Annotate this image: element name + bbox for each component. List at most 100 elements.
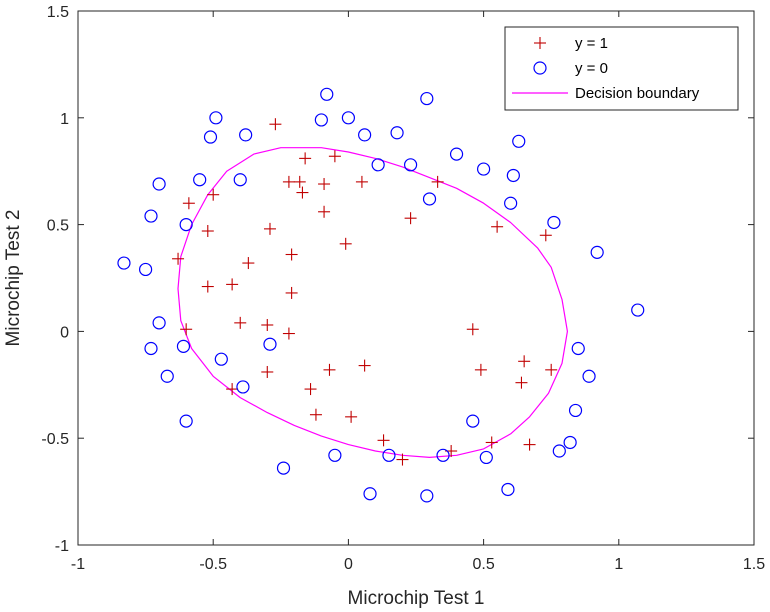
x-tick-label: 0	[344, 556, 353, 573]
legend-entry-label: Decision boundary	[575, 85, 700, 102]
positive-point	[377, 434, 390, 447]
negative-point	[139, 262, 153, 277]
positive-point	[201, 225, 214, 238]
negative-point	[209, 111, 223, 125]
positive-point	[404, 212, 417, 225]
negative-point	[239, 128, 253, 142]
positive-point	[226, 383, 239, 396]
negative-point	[390, 126, 404, 140]
positive-point	[345, 410, 358, 423]
y-axis-label: Microchip Test 2	[3, 210, 24, 347]
y-tick-label: 0	[60, 324, 69, 341]
legend-marker-plus	[534, 37, 546, 49]
negative-point	[422, 192, 437, 206]
negative-point	[477, 162, 491, 176]
negative-point	[203, 130, 218, 144]
negative-point	[512, 134, 526, 148]
negative-point	[363, 487, 377, 501]
legend-box	[504, 26, 739, 111]
negative-point	[479, 450, 493, 465]
negative-point	[176, 339, 191, 353]
positive-point	[304, 383, 317, 396]
x-tick-label: 0.5	[472, 556, 494, 573]
positive-point	[282, 327, 295, 340]
x-tick-label: 1	[614, 556, 623, 573]
negative-point	[420, 91, 434, 106]
plot-frame	[77, 10, 755, 546]
positive-point	[396, 453, 409, 466]
positive-point	[545, 363, 558, 376]
positive-point	[318, 178, 331, 191]
positive-point	[261, 365, 274, 378]
negative-point	[501, 482, 515, 497]
positive-point	[515, 376, 528, 389]
negative-point	[403, 158, 418, 172]
negative-point	[568, 403, 583, 418]
positive-point	[355, 175, 368, 188]
negative-point	[582, 369, 596, 383]
negative-point	[571, 341, 585, 356]
negative-point	[144, 209, 158, 223]
axis-ticks: -1 -0.5 0 0.5 1 1.5 -1 -0.5 0 0.5 1 1.5	[41, 4, 765, 573]
negative-point	[420, 489, 434, 503]
y-tick-label: -0.5	[41, 431, 69, 448]
y-tick-label: -1	[55, 538, 69, 555]
decision-boundary-line	[177, 147, 568, 458]
positive-point	[182, 197, 195, 210]
negative-point	[552, 444, 566, 458]
positive-point	[242, 257, 255, 270]
positive-point	[539, 229, 552, 242]
negative-point	[341, 111, 355, 125]
positive-point	[431, 175, 444, 188]
legend: y = 1 y = 0 Decision boundary	[504, 26, 739, 111]
positive-point	[518, 355, 531, 368]
y-tick-label: 1.5	[47, 4, 69, 21]
positive-point	[226, 278, 239, 291]
positive-point	[474, 363, 487, 376]
x-tick-label: -1	[71, 556, 85, 573]
positive-point	[293, 175, 306, 188]
negative-point	[547, 215, 561, 230]
negative-point	[179, 414, 193, 428]
legend-entry-label: y = 0	[575, 60, 608, 77]
y-tick-label: 0.5	[47, 218, 69, 235]
negative-point	[358, 128, 372, 142]
negative-point	[449, 147, 464, 161]
positive-point	[323, 363, 336, 376]
negative-point	[236, 380, 250, 394]
positive-point	[234, 316, 247, 329]
negative-point	[193, 173, 207, 187]
x-tick-label: -0.5	[199, 556, 227, 573]
negative-point	[506, 168, 520, 183]
negative-point	[233, 173, 247, 187]
legend-entry-label: y = 1	[575, 35, 608, 52]
negative-point	[563, 435, 577, 450]
negative-point	[504, 196, 518, 210]
positive-point	[358, 359, 371, 372]
negative-point	[144, 341, 158, 356]
positive-point	[282, 175, 295, 188]
positive-point	[296, 186, 309, 199]
positive-point	[207, 188, 220, 201]
positive-point	[318, 205, 331, 218]
legend-marker-circle	[533, 61, 547, 75]
negative-point	[590, 245, 604, 259]
negative-point	[320, 87, 334, 101]
negative-point	[371, 158, 385, 172]
negative-point	[152, 316, 166, 330]
positive-point	[328, 150, 341, 163]
y-tick-label: 1	[60, 111, 69, 128]
positive-point	[491, 220, 504, 233]
positive-point	[201, 280, 214, 293]
positive-point	[172, 252, 185, 265]
x-axis-label: Microchip Test 1	[348, 588, 485, 609]
positive-point	[180, 323, 193, 336]
positive-point	[339, 237, 352, 250]
negative-point	[328, 448, 342, 462]
positive-point	[263, 222, 276, 235]
negative-point	[436, 448, 450, 462]
positive-point	[485, 436, 498, 449]
positive-point	[523, 438, 536, 451]
negative-point	[117, 256, 131, 270]
